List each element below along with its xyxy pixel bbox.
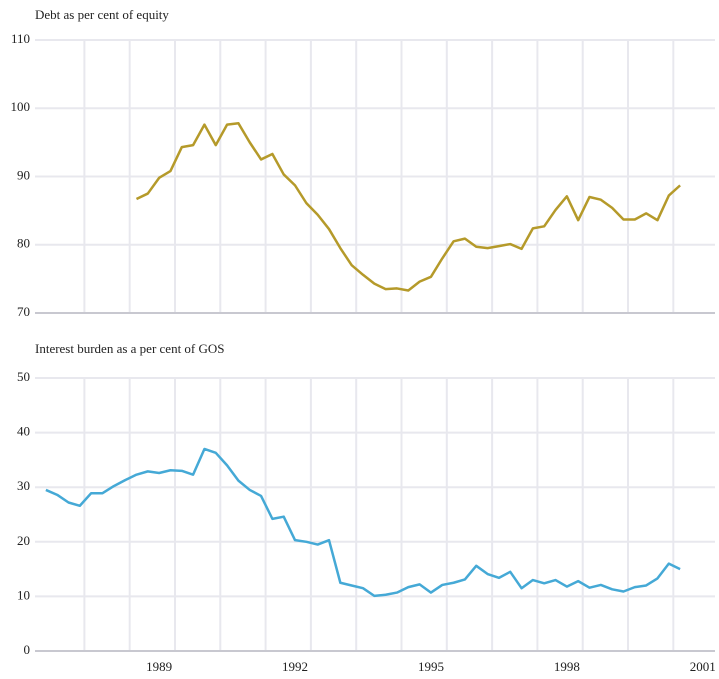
y-tick-label: 50 [17, 369, 30, 384]
x-tick-label: 1995 [418, 659, 444, 674]
y-tick-label: 20 [17, 533, 30, 548]
y-tick-label: 90 [17, 167, 30, 182]
y-tick-label: 10 [17, 587, 30, 602]
y-tick-label: 40 [17, 424, 30, 439]
chart-title: Interest burden as a per cent of GOS [35, 341, 225, 356]
y-tick-label: 100 [11, 99, 31, 114]
line [135, 122, 681, 292]
chart-title: Debt as per cent of equity [35, 7, 169, 22]
y-tick-label: 30 [17, 478, 30, 493]
x-tick-label: 1989 [146, 659, 172, 674]
x-tick-label: 2001 [690, 659, 716, 674]
y-tick-label: 80 [17, 236, 30, 251]
y-tick-label: 70 [17, 304, 30, 319]
y-tick-label: 0 [24, 642, 31, 657]
x-tick-label: 1992 [282, 659, 308, 674]
y-tick-label: 110 [11, 31, 30, 46]
line [45, 447, 681, 598]
x-tick-label: 1998 [554, 659, 580, 674]
